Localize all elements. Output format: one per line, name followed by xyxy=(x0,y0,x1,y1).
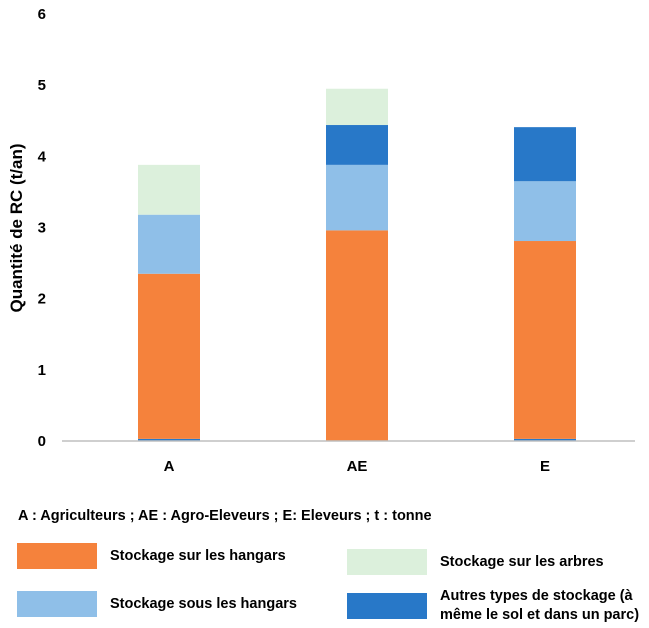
y-tick-label-2: 2 xyxy=(38,291,46,308)
legend-item-sur-hangars: Stockage sur les hangars xyxy=(17,543,286,569)
legend-item-sous-hangars: Stockage sous les hangars xyxy=(17,591,297,617)
bar-e-stockage-sur-hangars xyxy=(514,241,576,439)
y-axis-title: Quantité de RC (t/an) xyxy=(7,143,26,312)
bar-e-stockage-autres xyxy=(514,127,576,182)
bar-ae-stockage-autres xyxy=(326,125,388,165)
bar-a-stockage-sur-hangars xyxy=(138,273,200,439)
bar-e-stockage-sous-hangars xyxy=(514,181,576,242)
bar-ae-stockage-sur-hangars xyxy=(326,230,388,441)
y-tick-label-5: 5 xyxy=(38,77,46,94)
legend-label-autres-line1: Autres types de stockage (à xyxy=(440,588,633,604)
x-tick-label-e: E xyxy=(540,458,550,475)
x-tick-label-a: A xyxy=(164,458,175,475)
bar-ae-stockage-sur-arbres xyxy=(326,88,388,126)
y-tick-label-1: 1 xyxy=(38,362,46,379)
legend-item-sur-arbres: Stockage sur les arbres xyxy=(347,549,604,575)
bar-e-stockage-autres-base xyxy=(514,438,576,441)
bar-a-stockage-sous-hangars xyxy=(138,214,200,274)
legend-item-autres: Autres types de stockage (à même le sol … xyxy=(347,587,639,625)
bar-a-stockage-autres-base xyxy=(138,438,200,441)
stacked-bar-chart: Quantité de RC (t/an) 0 1 2 3 4 5 6 A AE E xyxy=(7,6,635,475)
y-tick-label-6: 6 xyxy=(38,6,46,23)
y-tick-label-0: 0 xyxy=(38,433,46,450)
bars xyxy=(138,88,576,441)
legend-label-autres: Autres types de stockage (à même le sol … xyxy=(440,587,639,625)
y-tick-label-3: 3 xyxy=(38,220,46,237)
bar-a-stockage-sur-arbres xyxy=(138,164,200,215)
x-axis-ticks: A AE E xyxy=(164,458,550,475)
legend-swatch-sur-arbres xyxy=(347,549,427,575)
legend-label-sous-hangars: Stockage sous les hangars xyxy=(110,595,297,612)
legend-swatch-autres xyxy=(347,593,427,619)
legend-label-sur-arbres: Stockage sur les arbres xyxy=(440,553,604,570)
abbreviations-note: A : Agriculteurs ; AE : Agro-Eleveurs ; … xyxy=(18,508,432,524)
legend-label-autres-line2: même le sol et dans un parc) xyxy=(440,607,640,623)
y-axis-ticks: 0 1 2 3 4 5 6 xyxy=(38,6,47,450)
bar-ae-stockage-sous-hangars xyxy=(326,164,388,231)
legend-label-sur-hangars: Stockage sur les hangars xyxy=(110,547,286,564)
legend-swatch-sur-hangars xyxy=(17,543,97,569)
legend-swatch-sous-hangars xyxy=(17,591,97,617)
y-tick-label-4: 4 xyxy=(38,148,47,165)
x-tick-label-ae: AE xyxy=(347,458,368,475)
